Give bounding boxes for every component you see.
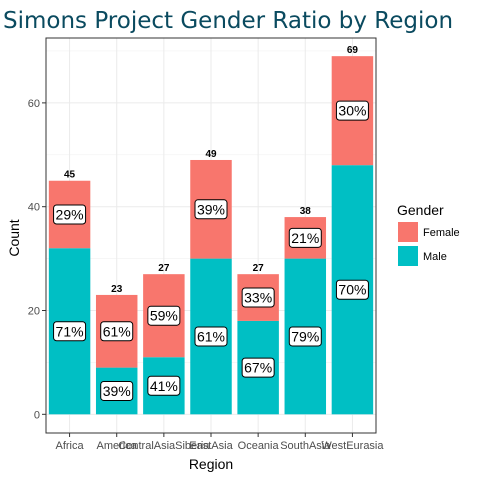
pct-label-female: 30% [335,100,369,121]
x-tick-label: Africa [56,440,85,452]
pct-label-text: 29% [56,206,84,222]
y-axis-title: Count [6,219,22,256]
x-tick-label: CentralAsiaSiberia [118,440,210,452]
pct-label-box [194,326,228,347]
bar-total-label: 23 [111,284,123,295]
pct-label-box [100,380,134,401]
y-tick-label: 40 [28,202,40,214]
pct-label-female: 39% [194,199,228,220]
pct-label-male: 61% [194,326,228,347]
legend-swatch [398,246,418,266]
pct-label-female: 21% [288,227,322,248]
pct-label-box [335,100,369,121]
x-tick-label: WestEurasia [321,440,384,452]
pct-label-male: 79% [288,326,322,347]
x-axis-title: Region [189,456,233,472]
pct-label-box [53,204,87,225]
x-tick-label: America [97,440,138,452]
legend: Gender Female Male [397,202,460,266]
pct-label-male: 41% [147,375,181,396]
pct-label-box [194,199,228,220]
pct-label-text: 61% [197,328,225,344]
pct-label-box [288,326,322,347]
pct-label-female: 61% [100,321,134,342]
pct-label-text: 70% [338,282,366,298]
pct-label-male: 67% [241,357,275,378]
pct-label-female: 59% [147,305,181,326]
pct-label-box [241,287,275,308]
pct-label-text: 21% [291,230,319,246]
pct-label-text: 33% [244,290,272,306]
y-tick-label: 60 [28,98,40,110]
legend-label: Female [423,227,460,239]
pct-label-text: 71% [56,323,84,339]
pct-label-box [288,227,322,248]
x-tick-label: EastAsia [189,440,233,452]
pct-label-text: 67% [244,360,272,376]
pct-label-text: 61% [103,323,131,339]
bar-total-label: 69 [347,45,359,56]
pct-label-male: 71% [53,321,87,342]
pct-label-text: 39% [103,383,131,399]
x-tick-label: Oceania [238,440,280,452]
legend-label: Male [423,251,447,263]
y-tick-label: 0 [34,409,40,421]
pct-label-female: 33% [241,287,275,308]
pct-label-box [53,321,87,342]
pct-label-text: 79% [291,328,319,344]
x-tick-label: SouthAsia [280,440,331,452]
pct-label-female: 29% [53,204,87,225]
pct-label-box [335,279,369,300]
pct-label-box [147,375,181,396]
pct-label-box [241,357,275,378]
y-tick-label: 20 [28,306,40,318]
bar-total-label: 49 [205,149,217,160]
legend-title: Gender [397,202,444,218]
pct-label-text: 59% [150,308,178,324]
data-labels: 45 23 27 49 27 38 69 71% 29% 39% 61% 41% 59% 61% 39% 67… [53,45,369,401]
pct-label-text: 41% [150,378,178,394]
pct-label-male: 39% [100,380,134,401]
pct-label-box [147,305,181,326]
bar-total-label: 45 [64,170,76,181]
bar-total-label: 27 [158,263,170,274]
bar-total-label: 27 [253,263,265,274]
chart-title: Simons Project Gender Ratio by Region [3,8,453,34]
pct-label-box [100,321,134,342]
pct-label-text: 30% [338,103,366,119]
bar-total-label: 38 [300,206,312,217]
pct-label-text: 39% [197,201,225,217]
pct-label-male: 70% [335,279,369,300]
legend-swatch [398,222,418,242]
axes: 0 20 40 60 Africa AmericaCentralAsiaSiberiaEa… [28,37,384,452]
